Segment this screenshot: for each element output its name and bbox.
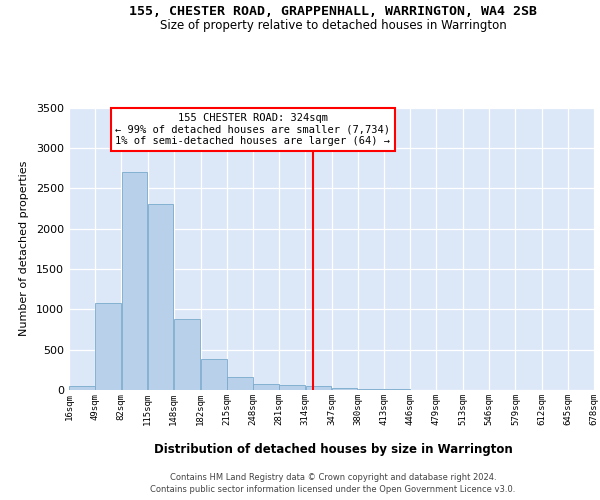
Bar <box>201 358 227 390</box>
Text: 155, CHESTER ROAD, GRAPPENHALL, WARRINGTON, WA4 2SB: 155, CHESTER ROAD, GRAPPENHALL, WARRINGT… <box>129 5 537 18</box>
Bar <box>174 319 200 390</box>
Bar <box>70 386 95 390</box>
Bar <box>253 384 279 390</box>
Text: Contains HM Land Registry data © Crown copyright and database right 2024.: Contains HM Land Registry data © Crown c… <box>170 472 496 482</box>
Text: Contains public sector information licensed under the Open Government Licence v3: Contains public sector information licen… <box>151 485 515 494</box>
Text: 155 CHESTER ROAD: 324sqm
← 99% of detached houses are smaller (7,734)
1% of semi: 155 CHESTER ROAD: 324sqm ← 99% of detach… <box>115 113 391 146</box>
Bar <box>358 389 383 390</box>
Bar <box>95 303 121 390</box>
Bar <box>332 388 358 390</box>
Text: Distribution of detached houses by size in Warrington: Distribution of detached houses by size … <box>154 442 512 456</box>
Y-axis label: Number of detached properties: Number of detached properties <box>19 161 29 336</box>
Text: Size of property relative to detached houses in Warrington: Size of property relative to detached ho… <box>160 19 506 32</box>
Bar <box>227 377 253 390</box>
Bar <box>148 204 173 390</box>
Bar <box>384 389 410 390</box>
Bar <box>122 172 147 390</box>
Bar <box>280 385 305 390</box>
Bar <box>305 386 331 390</box>
